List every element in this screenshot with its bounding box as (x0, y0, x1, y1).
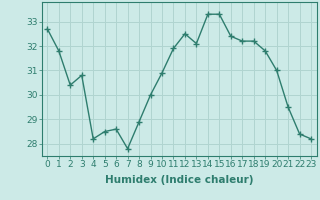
X-axis label: Humidex (Indice chaleur): Humidex (Indice chaleur) (105, 175, 253, 185)
